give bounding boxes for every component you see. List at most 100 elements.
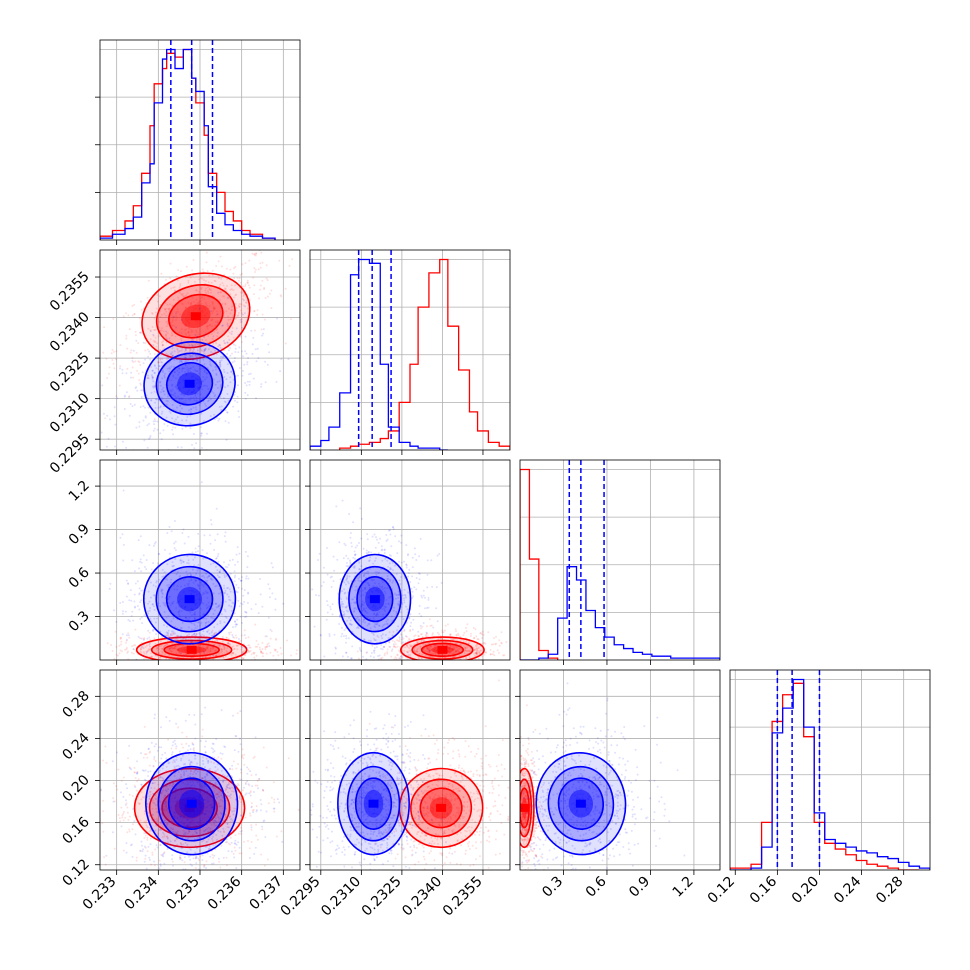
sample-point <box>119 602 122 604</box>
sample-point <box>235 644 238 647</box>
sample-point <box>193 632 196 635</box>
sample-point <box>305 651 307 653</box>
sample-point <box>187 370 190 373</box>
sample-point <box>371 535 374 538</box>
sample-point <box>220 648 223 651</box>
sample-point <box>189 303 192 306</box>
sample-point <box>481 633 484 636</box>
sample-point <box>166 395 169 398</box>
sample-point <box>223 592 226 595</box>
sample-point <box>218 571 221 573</box>
sample-point <box>136 605 139 607</box>
sample-point <box>151 656 153 659</box>
sample-point <box>193 653 196 656</box>
sample-point <box>340 598 343 601</box>
sample-point <box>154 328 157 331</box>
sample-point <box>202 375 205 378</box>
sample-point <box>325 547 328 549</box>
sample-point <box>212 307 215 310</box>
sample-point <box>230 370 233 373</box>
sample-point <box>192 697 194 699</box>
sample-point <box>346 619 349 622</box>
sample-point <box>224 302 227 305</box>
sample-point <box>215 557 218 560</box>
sample-point <box>178 381 181 384</box>
sample-point <box>241 646 244 649</box>
sample-point <box>218 406 221 408</box>
sample-point <box>154 340 157 343</box>
sample-point <box>409 629 412 631</box>
sample-point <box>196 370 199 373</box>
sample-point <box>180 559 183 562</box>
sample-point <box>374 605 377 608</box>
sample-point <box>226 587 228 590</box>
sample-point <box>149 677 151 679</box>
sample-point <box>212 309 215 312</box>
sample-point <box>187 301 190 304</box>
sample-point <box>420 627 423 630</box>
sample-point <box>204 302 207 305</box>
sample-point <box>405 644 408 647</box>
sample-point <box>185 660 187 662</box>
sample-point <box>205 376 208 379</box>
sample-point <box>115 358 117 361</box>
sample-point <box>206 290 209 293</box>
sample-point <box>201 296 204 299</box>
sample-point <box>392 526 395 529</box>
sample-point <box>453 666 455 668</box>
sample-point <box>206 579 209 582</box>
sample-point <box>235 553 238 556</box>
sample-point <box>486 660 488 662</box>
sample-point <box>191 296 194 299</box>
sample-point <box>127 314 130 317</box>
sample-point <box>231 352 233 355</box>
sample-point <box>233 267 236 270</box>
sample-point <box>266 666 268 668</box>
sample-point <box>227 307 230 310</box>
sample-point <box>148 437 150 440</box>
sample-point <box>163 393 166 396</box>
sample-point <box>189 304 192 307</box>
sample-point <box>463 652 466 655</box>
sample-point <box>259 578 261 580</box>
sample-point <box>408 617 411 620</box>
sample-point <box>239 318 242 321</box>
sample-point <box>189 665 191 667</box>
sample-point <box>407 575 410 578</box>
sample-point <box>246 363 249 366</box>
sample-point <box>226 278 228 281</box>
sample-point <box>153 317 156 320</box>
sample-point <box>462 639 465 642</box>
sample-point <box>187 584 189 587</box>
sample-point <box>184 325 187 328</box>
sample-point <box>200 481 203 484</box>
sample-point <box>178 397 181 400</box>
sample-point <box>160 412 163 415</box>
sample-point <box>152 339 155 342</box>
sample-point <box>234 663 236 665</box>
sample-point <box>130 349 133 352</box>
sample-point <box>243 649 246 652</box>
sample-point <box>136 369 139 372</box>
sample-point <box>258 297 261 300</box>
sample-point <box>451 648 454 651</box>
sample-point <box>165 310 168 313</box>
sample-point <box>226 372 229 374</box>
sample-point <box>433 644 436 647</box>
sample-point <box>124 816 127 819</box>
sample-point <box>212 646 215 649</box>
sample-point <box>102 830 105 833</box>
sample-point <box>464 649 467 652</box>
sample-point <box>374 607 377 610</box>
sample-point <box>196 356 198 359</box>
sample-point <box>171 561 174 564</box>
sample-point <box>202 396 204 399</box>
sample-point <box>176 347 179 350</box>
sample-point <box>195 579 197 582</box>
sample-point <box>143 837 146 839</box>
sample-point <box>398 540 400 543</box>
sample-point <box>154 541 157 544</box>
sample-point <box>218 604 221 607</box>
sample-point <box>205 647 208 650</box>
sample-point <box>155 307 158 310</box>
